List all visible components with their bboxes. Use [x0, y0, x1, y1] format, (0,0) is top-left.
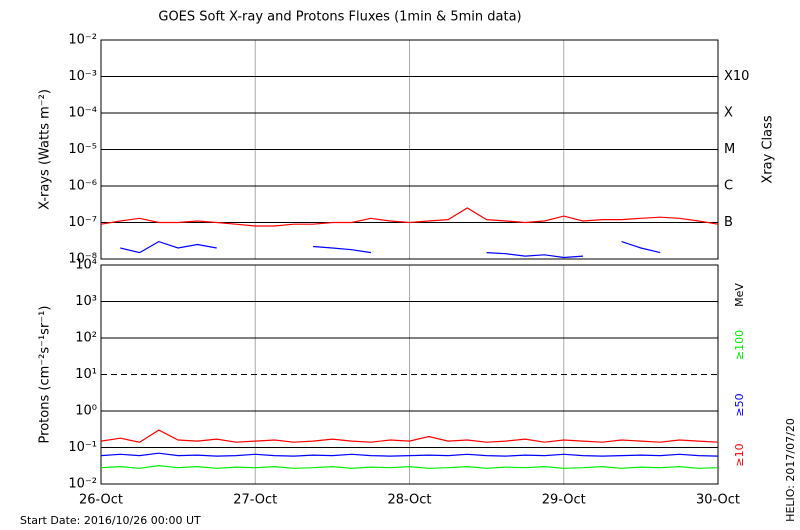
y-tick-label: 10⁻⁴: [68, 106, 97, 121]
class-label: B: [724, 215, 733, 230]
credit: HELIO: 2017/07/20: [784, 418, 797, 522]
legend-entry: ≥10: [733, 443, 746, 466]
y-tick-label: 10¹: [75, 367, 97, 382]
chart-title: GOES Soft X-ray and Protons Fluxes (1min…: [158, 10, 521, 25]
plot-frame: [100, 264, 719, 485]
y-tick-label: 10⁻¹: [68, 440, 97, 455]
legend-title: MeV: [733, 283, 746, 307]
legend-entry: ≥100: [733, 330, 746, 360]
y-tick-label: 10⁻⁶: [68, 179, 97, 194]
y-tick-label: 10³: [75, 294, 97, 309]
plot-frame: [100, 39, 719, 260]
y-tick-label: 10⁻⁸: [68, 252, 97, 267]
y-tick-label: 10⁰: [75, 404, 97, 419]
y-axis-label: X-rays (Watts m⁻²): [38, 89, 53, 210]
x-tick-label: 30-Oct: [696, 493, 740, 508]
legend-entry: ≥50: [733, 393, 746, 416]
y-tick-label: 10⁻⁷: [68, 215, 97, 230]
y-tick-label: 10⁻⁵: [68, 142, 97, 157]
series-line: [101, 452, 718, 457]
series-line: [101, 464, 718, 469]
y-tick-label: 10⁴: [75, 258, 97, 273]
series-line: [101, 429, 718, 443]
class-label: M: [724, 142, 735, 157]
y-tick-label: 10⁻²: [68, 477, 97, 492]
x-tick-label: 27-Oct: [233, 493, 277, 508]
start-date: Start Date: 2016/10/26 00:00 UT: [20, 514, 201, 527]
x-tick-label: 26-Oct: [79, 493, 123, 508]
series-line: [120, 240, 661, 259]
series-line: [101, 207, 718, 227]
class-label: X10: [724, 69, 749, 84]
class-label: X: [724, 106, 733, 121]
x-tick-label: 29-Oct: [542, 493, 586, 508]
y-axis-label: Protons (cm⁻²s⁻¹sr⁻¹): [38, 306, 53, 444]
y-tick-label: 10⁻²: [68, 33, 97, 48]
class-label: C: [724, 179, 733, 194]
y-tick-label: 10⁻³: [68, 69, 97, 84]
y2-axis-label: Xray Class: [761, 115, 776, 183]
x-tick-label: 28-Oct: [387, 493, 431, 508]
y-tick-label: 10²: [75, 331, 97, 346]
